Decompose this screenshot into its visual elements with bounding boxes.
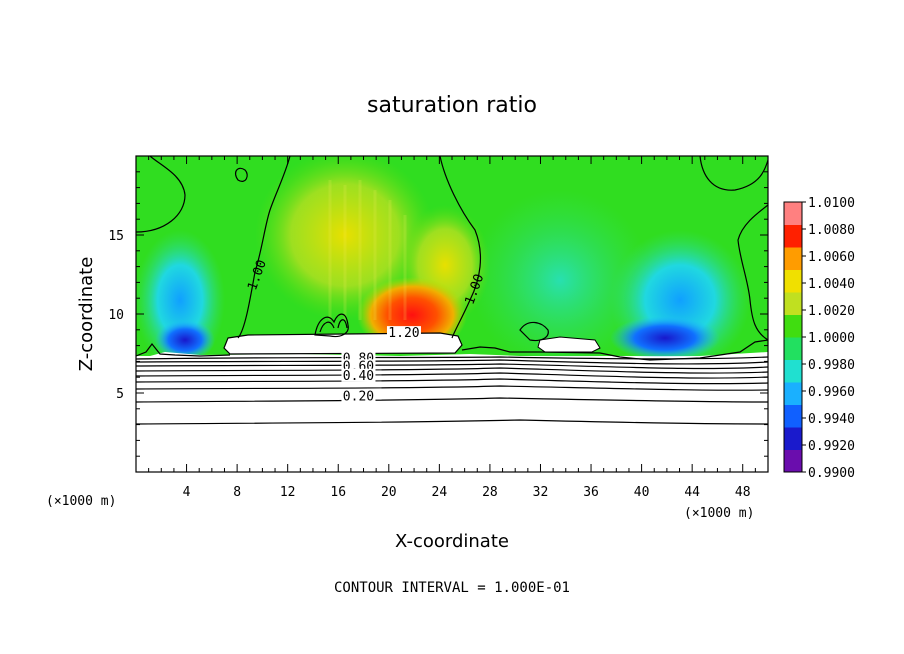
contour-level	[136, 397, 768, 403]
x-tick-label: 28	[482, 485, 498, 500]
colorbar: 1.0100 1.0080 1.0060 1.0040 1.0020 1.0000 0.99…	[783, 196, 855, 481]
x-tick-label: 40	[634, 485, 650, 500]
colorbar-tick-label: 1.0080	[808, 223, 855, 238]
x-tick-label: 16	[330, 485, 346, 500]
y-axis-title: Z-coordinate	[76, 257, 97, 372]
x-tick-label: 4	[183, 485, 191, 500]
x-tick-label: 48	[735, 485, 751, 500]
colorbar-segment	[784, 404, 802, 428]
contour-lines	[136, 156, 768, 425]
y-tick-label: 5	[116, 387, 124, 402]
cloud-slab-right	[537, 336, 601, 353]
x-axis: 4 8 12 16 20 24 28 32 36 40 44 48	[148, 156, 756, 500]
colorbar-segment	[784, 224, 802, 248]
contour-label-text: 0.40	[343, 369, 374, 384]
colorbar-tick-label: 1.0020	[808, 304, 855, 319]
y-axis: 5 10 15	[108, 171, 768, 457]
contour-level	[136, 372, 768, 379]
colorbar-segment	[784, 269, 802, 293]
x-tick-label: 32	[533, 485, 549, 500]
x-tick-label: 24	[432, 485, 448, 500]
colorbar-tick-label: 0.9940	[808, 412, 855, 427]
colorbar-segment	[784, 247, 802, 270]
colorbar-tick-label: 1.0060	[808, 250, 855, 265]
colorbar-segment	[784, 382, 802, 405]
contour-1.00-right	[699, 156, 768, 191]
contour-level	[136, 356, 768, 360]
x-axis-title: X-coordinate	[395, 531, 509, 552]
x-tick-label: 8	[233, 485, 241, 500]
colorbar-tick-label: 0.9900	[808, 466, 855, 481]
contour-interval-note: CONTOUR INTERVAL = 1.000E-01	[334, 580, 570, 596]
chart-title: saturation ratio	[367, 93, 537, 118]
contour-level	[136, 385, 768, 391]
z-unit-label: (×1000 m)	[46, 494, 116, 509]
contour-label-bg	[341, 368, 376, 382]
contour-label-text: 1.20	[388, 326, 419, 341]
contour-1.00-small	[234, 167, 248, 182]
contour-1.00-left	[136, 156, 186, 233]
colorbar-tick-label: 1.0040	[808, 277, 855, 292]
contour-label: 0.40	[341, 368, 376, 384]
contour-level	[136, 363, 768, 370]
colorbar-segment	[784, 359, 802, 383]
contour-level	[136, 419, 768, 425]
yellow-zone-center	[255, 156, 435, 320]
x-tick-label: 12	[280, 485, 296, 500]
colorbar-segment	[784, 449, 802, 473]
contour-1.00-blob	[519, 321, 549, 342]
colorbar-segment	[784, 427, 802, 450]
colorbar-segment	[784, 292, 802, 315]
x-unit-label: (×1000 m)	[684, 506, 754, 521]
contour-label-text: 0.20	[343, 389, 374, 404]
cyan-zone-center	[470, 190, 650, 370]
colorbar-segment	[784, 314, 802, 338]
colorbar-segment	[784, 337, 802, 360]
colorbar-segment	[784, 202, 802, 225]
y-tick-label: 10	[108, 308, 124, 323]
contour-label: 0.20	[341, 389, 376, 404]
colorbar-tick-label: 0.9980	[808, 358, 855, 373]
x-tick-label: 44	[684, 485, 700, 500]
x-tick-label: 36	[583, 485, 599, 500]
streak-texture	[328, 180, 407, 320]
colorbar-tick-label: 1.0100	[808, 196, 855, 211]
blue-zone-right	[610, 316, 720, 360]
x-tick-label: 20	[381, 485, 397, 500]
contour-1.00-center-left	[237, 156, 291, 339]
y-tick-label: 15	[108, 229, 124, 244]
contour-1.00-right-lower	[737, 204, 768, 341]
colorbar-tick-label: 1.0000	[808, 331, 855, 346]
contour-level	[136, 359, 768, 365]
contour-level	[136, 378, 768, 385]
colorbar-tick-label: 0.9960	[808, 385, 855, 400]
contour-label-bg	[386, 326, 421, 340]
blue-zone-left	[155, 320, 215, 360]
contour-level	[136, 367, 768, 374]
contour-1.00-center-right	[439, 156, 481, 339]
contour-label-bg	[341, 389, 376, 403]
colorbar-tick-label: 0.9920	[808, 439, 855, 454]
contour-label: 1.20	[386, 326, 421, 341]
